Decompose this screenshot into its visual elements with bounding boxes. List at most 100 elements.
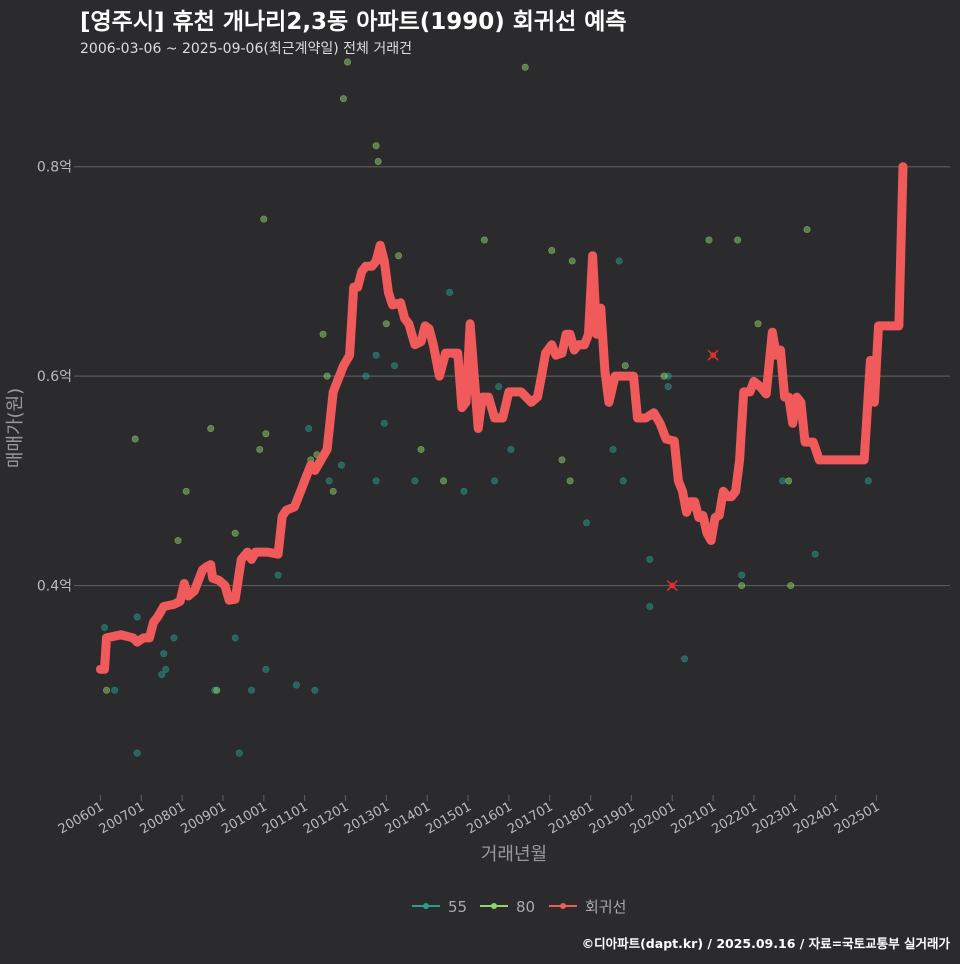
legend-item-55: 55 [412,898,467,916]
data-point-80 [558,456,566,464]
data-point-80 [785,477,793,485]
data-point-55 [738,571,746,579]
data-point-55 [391,362,399,370]
data-point-55 [864,477,872,485]
data-point-80 [256,445,264,453]
data-point-55 [262,665,270,673]
data-point-80 [803,226,811,234]
data-point-55 [160,650,168,658]
data-point-80 [174,537,182,545]
data-point-80 [568,257,576,265]
data-point-80 [417,445,425,453]
chart-subtitle: 2006-03-06 ~ 2025-09-06(최근계약일) 전체 거래건 [80,41,412,57]
scatter-points [101,58,872,757]
x-tick-label: 201201 [301,799,351,837]
x-tick-label: 201501 [424,799,474,837]
data-point-55 [646,555,654,563]
data-point-55 [235,749,243,757]
data-point-80 [213,686,221,694]
data-point-55 [460,487,468,495]
x-tick-label: 202301 [750,799,800,837]
data-point-55 [811,550,819,558]
data-point-55 [615,257,623,265]
data-point-80 [705,236,713,244]
data-point-80 [131,435,139,443]
data-point-55 [292,681,300,689]
data-point-80 [440,477,448,485]
x-tick-label: 201701 [505,799,555,837]
legend: 55 80 회귀선 [412,898,626,916]
data-point-80 [374,157,382,165]
legend-item-80: 80 [480,898,535,916]
data-point-55 [337,461,345,469]
data-point-55 [325,477,333,485]
data-point-55 [609,445,617,453]
data-point-80 [329,487,337,495]
legend-item-regression: 회귀선 [549,898,626,916]
data-point-55 [162,665,170,673]
x-tick-label: 202201 [709,799,759,837]
data-point-55 [507,445,515,453]
data-point-80 [262,430,270,438]
highlight-cross [666,580,678,592]
grid-lines [74,166,950,801]
y-axis-title: 매매가(원) [5,388,26,468]
x-tick-label: 201801 [546,799,596,837]
data-point-55 [491,477,499,485]
x-tick-label: 201401 [383,799,433,837]
data-point-80 [480,236,488,244]
x-tick-label: 201601 [464,799,514,837]
data-point-55 [646,603,654,611]
x-tick-label: 200901 [178,799,228,837]
data-point-80 [260,215,268,223]
chart-title: [영주시] 휴천 개나리2,3동 아파트(1990) 회귀선 예측 [80,9,627,35]
highlight-cross [707,349,719,361]
data-point-80 [339,95,347,103]
data-point-80 [182,487,190,495]
data-point-55 [582,519,590,527]
legend-dot-55 [423,903,429,909]
data-point-55 [133,613,141,621]
data-point-80 [754,320,762,328]
y-tick-label: 0.8억 [37,160,72,176]
data-point-55 [495,383,503,391]
data-point-55 [380,419,388,427]
data-point-55 [158,671,166,679]
data-point-80 [319,330,327,338]
source-credit: ©디아파트(dapt.kr) / 2025.09.16 / 자료=국토교통부 실… [582,936,951,951]
data-point-55 [664,383,672,391]
data-point-55 [372,351,380,359]
x-tick-label: 200801 [138,799,188,837]
legend-dot-regression [560,903,566,909]
x-tick-label: 202501 [832,799,882,837]
data-point-80 [734,236,742,244]
data-point-80 [395,252,403,260]
data-point-80 [323,372,331,380]
data-point-55 [111,686,119,694]
x-tick-labels: 2006012007012008012009012010012011012012… [56,799,883,837]
data-point-55 [274,571,282,579]
data-point-55 [411,477,419,485]
x-tick-label: 200601 [56,799,106,837]
data-point-55 [311,686,319,694]
legend-label-regression: 회귀선 [585,898,626,916]
data-point-55 [372,477,380,485]
x-tick-label: 202401 [791,799,841,837]
data-point-55 [231,634,239,642]
data-point-80 [207,424,215,432]
x-tick-label: 201001 [219,799,269,837]
highlight-markers [666,349,719,592]
data-point-55 [170,634,178,642]
data-point-55 [362,372,370,380]
data-point-80 [738,582,746,590]
regression-line [95,162,908,674]
x-tick-label: 201901 [587,799,637,837]
data-point-80 [103,686,111,694]
x-tick-label: 202101 [669,799,719,837]
data-point-55 [133,749,141,757]
data-point-80 [521,63,529,71]
x-tick-label: 201301 [342,799,392,837]
y-tick-labels: 0.4억 0.6억 0.8억 [37,160,72,595]
